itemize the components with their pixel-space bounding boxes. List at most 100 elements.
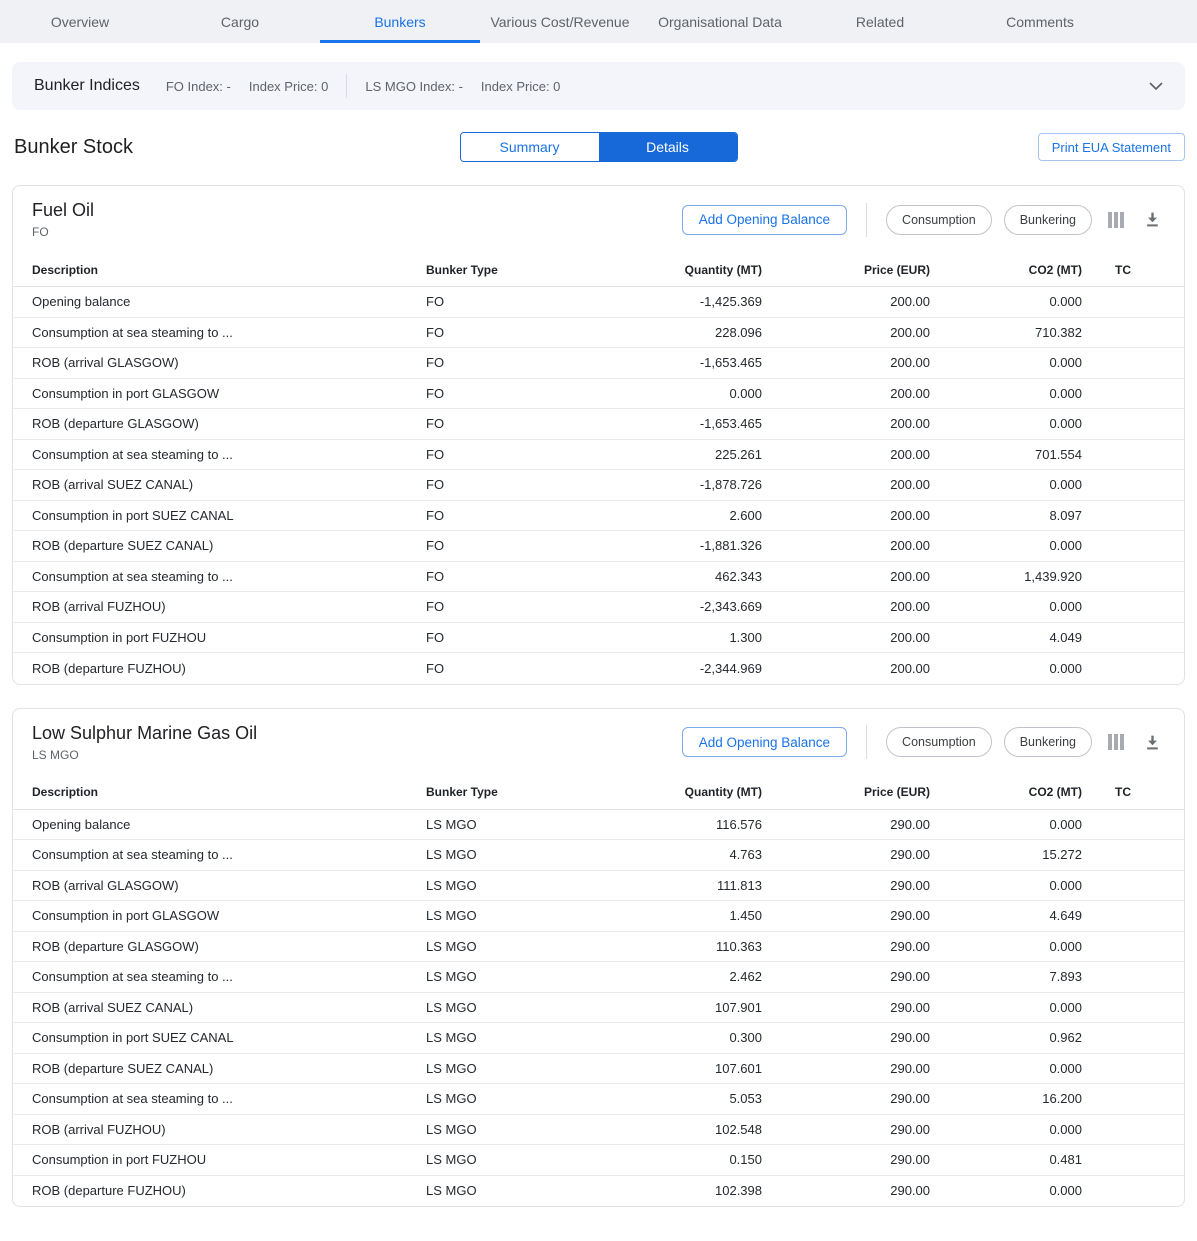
co2-cell: 0.000 <box>930 1000 1082 1015</box>
co2-cell: 0.000 <box>930 538 1082 553</box>
quantity-cell: 102.398 <box>642 1183 762 1198</box>
details-tab-button[interactable]: Details <box>599 133 737 161</box>
column-header-price: Price (EUR) <box>762 785 930 799</box>
table-row: Consumption at sea steaming to ...LS MGO… <box>13 1084 1184 1115</box>
tab-various-cost-revenue[interactable]: Various Cost/Revenue <box>480 0 640 43</box>
quantity-cell: -1,878.726 <box>642 477 762 492</box>
quantity-cell: 0.150 <box>642 1152 762 1167</box>
card-title: Fuel Oil <box>32 200 94 221</box>
co2-cell: 8.097 <box>930 508 1082 523</box>
description-cell: ROB (arrival SUEZ CANAL) <box>32 1000 426 1015</box>
co2-cell: 0.000 <box>930 294 1082 309</box>
price-cell: 290.00 <box>762 1000 930 1015</box>
price-cell: 200.00 <box>762 447 930 462</box>
description-cell: Consumption in port GLASGOW <box>32 908 426 923</box>
co2-cell: 0.000 <box>930 599 1082 614</box>
column-header-quantity: Quantity (MT) <box>642 785 762 799</box>
table-header-row: DescriptionBunker TypeQuantity (MT)Price… <box>13 776 1184 810</box>
table-row: ROB (arrival GLASGOW)LS MGO111.813290.00… <box>13 871 1184 902</box>
co2-cell: 0.000 <box>930 1061 1082 1076</box>
co2-cell: 0.000 <box>930 355 1082 370</box>
bunker_type-cell: LS MGO <box>426 1000 642 1015</box>
summary-tab-button[interactable]: Summary <box>461 133 599 161</box>
price-cell: 200.00 <box>762 630 930 645</box>
ls-mgo-index-price-value: Index Price: 0 <box>481 79 561 94</box>
tab-comments[interactable]: Comments <box>960 0 1120 43</box>
bunker_type-cell: FO <box>426 630 642 645</box>
table-row: Consumption in port SUEZ CANALLS MGO0.30… <box>13 1023 1184 1054</box>
column-settings-icon[interactable] <box>1104 732 1128 752</box>
chevron-down-icon[interactable] <box>1149 82 1163 91</box>
table-row: Opening balanceLS MGO116.576290.000.000 <box>13 810 1184 841</box>
tab-organisational-data[interactable]: Organisational Data <box>640 0 800 43</box>
co2-cell: 0.000 <box>930 817 1082 832</box>
download-icon[interactable] <box>1140 734 1165 751</box>
fuel-oil-card-header: Fuel Oil FO Add Opening Balance Consumpt… <box>13 186 1184 249</box>
print-eua-statement-button[interactable]: Print EUA Statement <box>1038 133 1185 161</box>
price-cell: 290.00 <box>762 1183 930 1198</box>
price-cell: 200.00 <box>762 508 930 523</box>
column-header-tc: TC <box>1082 785 1165 799</box>
tab-bunkers[interactable]: Bunkers <box>320 0 480 43</box>
quantity-cell: -1,653.465 <box>642 355 762 370</box>
bunker_type-cell: LS MGO <box>426 908 642 923</box>
quantity-cell: 116.576 <box>642 817 762 832</box>
divider <box>346 74 347 98</box>
column-header-description: Description <box>32 263 426 277</box>
bunker_type-cell: FO <box>426 325 642 340</box>
quantity-cell: 0.000 <box>642 386 762 401</box>
bunkering-button[interactable]: Bunkering <box>1004 205 1092 235</box>
co2-cell: 0.962 <box>930 1030 1082 1045</box>
description-cell: ROB (arrival FUZHOU) <box>32 1122 426 1137</box>
co2-cell: 0.481 <box>930 1152 1082 1167</box>
co2-cell: 701.554 <box>930 447 1082 462</box>
tab-cargo[interactable]: Cargo <box>160 0 320 43</box>
consumption-button[interactable]: Consumption <box>886 205 992 235</box>
download-icon[interactable] <box>1140 211 1165 228</box>
table-row: ROB (departure FUZHOU)LS MGO102.398290.0… <box>13 1176 1184 1207</box>
quantity-cell: 462.343 <box>642 569 762 584</box>
add-opening-balance-button[interactable]: Add Opening Balance <box>682 205 847 235</box>
table-row: Consumption at sea steaming to ...FO462.… <box>13 562 1184 593</box>
column-header-bunker_type: Bunker Type <box>426 785 642 799</box>
divider <box>866 203 867 237</box>
column-settings-icon[interactable] <box>1104 210 1128 230</box>
quantity-cell: 111.813 <box>642 878 762 893</box>
table-row: ROB (arrival SUEZ CANAL)LS MGO107.901290… <box>13 993 1184 1024</box>
table-row: Consumption at sea steaming to ...LS MGO… <box>13 840 1184 871</box>
bunker-indices-bar: Bunker Indices FO Index: - Index Price: … <box>12 62 1185 110</box>
bunker_type-cell: LS MGO <box>426 878 642 893</box>
description-cell: ROB (arrival SUEZ CANAL) <box>32 477 426 492</box>
bunkering-button[interactable]: Bunkering <box>1004 727 1092 757</box>
price-cell: 290.00 <box>762 1061 930 1076</box>
co2-cell: 0.000 <box>930 477 1082 492</box>
bunker-stock-header: Bunker Stock Summary Details Print EUA S… <box>12 132 1185 162</box>
price-cell: 200.00 <box>762 477 930 492</box>
bunker_type-cell: FO <box>426 569 642 584</box>
quantity-cell: 1.450 <box>642 908 762 923</box>
table-row: ROB (arrival FUZHOU)FO-2,343.669200.000.… <box>13 592 1184 623</box>
co2-cell: 4.049 <box>930 630 1082 645</box>
card-actions: Add Opening Balance Consumption Bunkerin… <box>682 203 1165 237</box>
table-row: Consumption at sea steaming to ...FO225.… <box>13 440 1184 471</box>
bunker_type-cell: FO <box>426 355 642 370</box>
co2-cell: 16.200 <box>930 1091 1082 1106</box>
consumption-button[interactable]: Consumption <box>886 727 992 757</box>
price-cell: 200.00 <box>762 325 930 340</box>
price-cell: 290.00 <box>762 939 930 954</box>
quantity-cell: 5.053 <box>642 1091 762 1106</box>
description-cell: Consumption at sea steaming to ... <box>32 969 426 984</box>
bunker_type-cell: LS MGO <box>426 1122 642 1137</box>
column-header-description: Description <box>32 785 426 799</box>
quantity-cell: 1.300 <box>642 630 762 645</box>
tab-overview[interactable]: Overview <box>0 0 160 43</box>
column-header-tc: TC <box>1082 263 1165 277</box>
price-cell: 290.00 <box>762 817 930 832</box>
add-opening-balance-button[interactable]: Add Opening Balance <box>682 727 847 757</box>
quantity-cell: 2.462 <box>642 969 762 984</box>
description-cell: Consumption in port SUEZ CANAL <box>32 1030 426 1045</box>
tab-related[interactable]: Related <box>800 0 960 43</box>
co2-cell: 0.000 <box>930 386 1082 401</box>
card-subtitle: FO <box>32 225 94 239</box>
co2-cell: 0.000 <box>930 661 1082 676</box>
